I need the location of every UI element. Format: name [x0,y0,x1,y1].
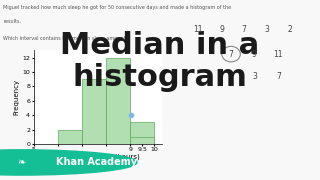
Text: results.: results. [3,19,21,24]
Text: ❧: ❧ [18,158,26,167]
Text: 7: 7 [276,72,281,81]
Text: 2: 2 [287,24,292,33]
Text: Which interval contains the median sleep amount?: Which interval contains the median sleep… [3,36,128,41]
Bar [58,130,82,144]
Text: 3: 3 [252,72,257,81]
Bar [130,122,154,144]
Text: 11: 11 [194,24,203,33]
Text: 7: 7 [241,24,246,33]
X-axis label: Amount of sleep (hours): Amount of sleep (hours) [55,154,140,160]
Text: 3: 3 [265,24,270,33]
Bar [82,79,106,144]
Text: Median in a
histogram: Median in a histogram [60,31,260,92]
Text: Miguel tracked how much sleep he got for 50 consecutive days and made a histogra: Miguel tracked how much sleep he got for… [3,5,231,10]
Text: 9: 9 [220,24,225,33]
Bar [130,137,154,144]
Y-axis label: Frequency: Frequency [13,79,20,115]
Text: Khan Academy: Khan Academy [56,158,137,167]
Text: 11: 11 [274,50,283,59]
Text: 7: 7 [228,50,233,59]
Bar [106,58,130,144]
Circle shape [0,150,137,175]
Text: 9: 9 [252,50,257,59]
